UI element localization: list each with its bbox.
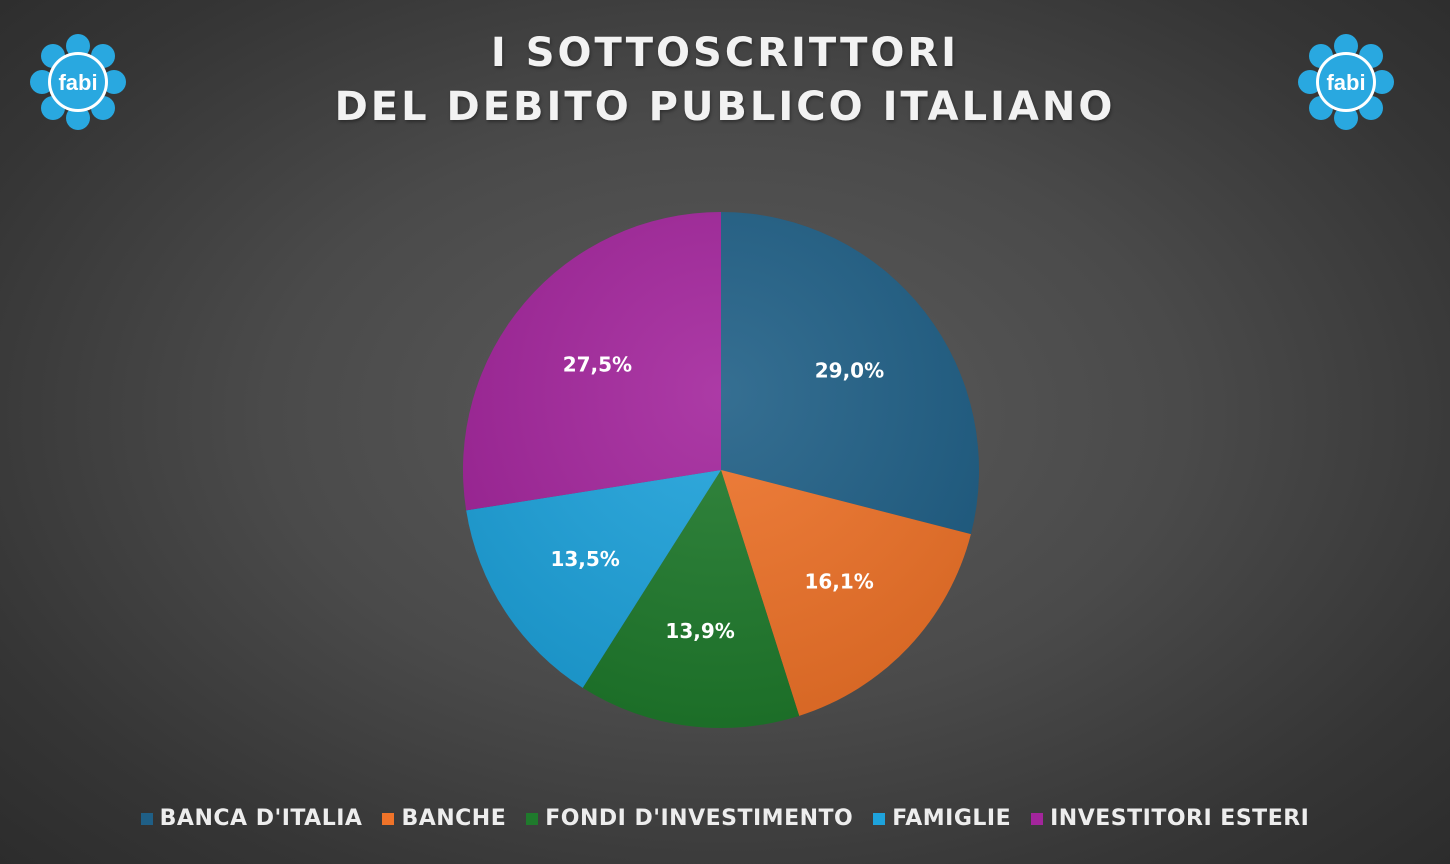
slice-data-label: 13,5%	[550, 547, 619, 571]
legend-swatch	[1031, 812, 1044, 825]
pie-slices	[462, 211, 979, 728]
legend-label: BANCA D'ITALIA	[159, 806, 363, 831]
flower-petals	[30, 34, 126, 130]
legend-swatch	[382, 812, 395, 825]
legend-item: BANCHE	[382, 806, 506, 831]
legend-label: BANCHE	[401, 806, 507, 831]
legend-item: BANCA D'ITALIA	[140, 806, 363, 831]
legend-item: INVESTITORI ESTERI	[1031, 806, 1309, 831]
legend-label: INVESTITORI ESTERI	[1050, 806, 1310, 831]
legend-swatch	[873, 812, 886, 825]
fabi-logo-left: fabi	[30, 34, 126, 130]
legend-item: FAMIGLIE	[873, 806, 1011, 831]
pie-labels: 29,0% 16,1% 13,9% 13,5% 27,5%	[550, 352, 884, 643]
chart-title: I SOTTOSCRITTORI DEL DEBITO PUBLICO ITAL…	[0, 26, 1450, 134]
chart-title-line-1: I SOTTOSCRITTORI	[490, 30, 960, 76]
legend-swatch	[140, 812, 153, 825]
legend-label: FONDI D'INVESTIMENTO	[545, 806, 854, 831]
fabi-logo-right: fabi	[1298, 34, 1394, 130]
chart-legend: BANCA D'ITALIA BANCHE FONDI D'INVESTIMENTO…	[0, 806, 1450, 831]
logo-text: fabi	[1326, 70, 1365, 95]
slice-data-label: 27,5%	[563, 352, 632, 376]
slice-data-label: 13,9%	[665, 619, 734, 643]
logo-text: fabi	[58, 70, 97, 95]
chart-title-line-2: DEL DEBITO PUBLICO ITALIANO	[334, 84, 1116, 130]
legend-swatch	[526, 812, 539, 825]
legend-label: FAMIGLIE	[892, 806, 1012, 831]
slice-data-label: 29,0%	[815, 358, 884, 382]
slice-data-label: 16,1%	[804, 570, 873, 594]
legend-item: FONDI D'INVESTIMENTO	[526, 806, 853, 831]
